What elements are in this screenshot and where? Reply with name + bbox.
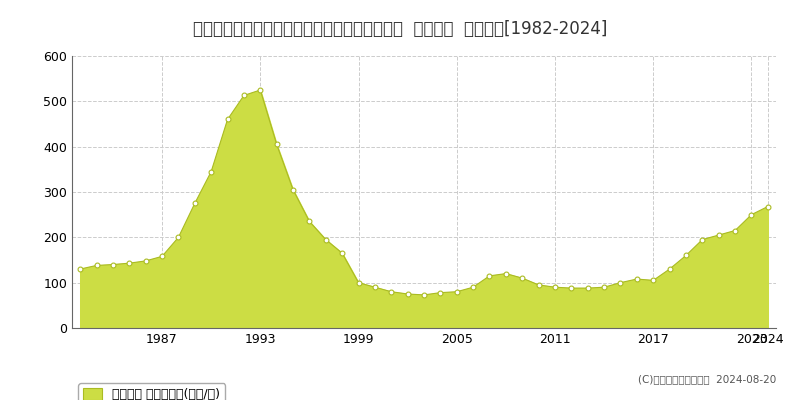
Text: (C)土地価格ドットコム  2024-08-20: (C)土地価格ドットコム 2024-08-20 [638,374,776,384]
Legend: 地価公示 平均坂単価(万円/坤): 地価公示 平均坂単価(万円/坤) [78,383,225,400]
Text: 北海道札幌市中央区大通西１４丁目１番１５外  地価公示  地価推移[1982-2024]: 北海道札幌市中央区大通西１４丁目１番１５外 地価公示 地価推移[1982-202… [193,20,607,38]
